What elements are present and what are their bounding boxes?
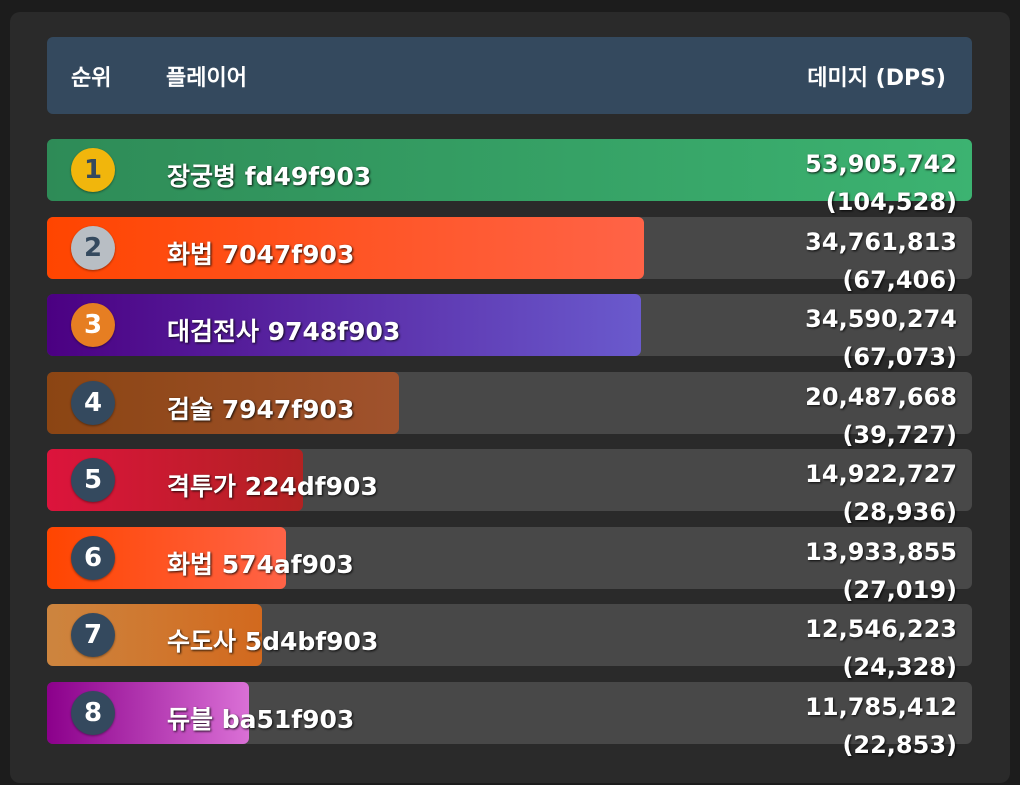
dps-value: (67,073)	[842, 343, 957, 371]
player-row[interactable]: 6 화법 574af903 13,933,855 (27,019)	[47, 526, 972, 604]
total-damage: 34,590,274	[805, 305, 957, 333]
player-name: 화법 574af903	[167, 549, 354, 579]
player-name: 수도사 5d4bf903	[167, 627, 379, 656]
total-damage: 14,922,727	[805, 460, 957, 488]
damage-column-header: 데미지 (DPS)	[807, 65, 946, 91]
damage-values: 12,546,223 (24,328)	[805, 610, 957, 686]
rank-badge: 1	[71, 148, 115, 192]
player-row[interactable]: 4 검술 7947f903 20,487,668 (39,727)	[47, 371, 972, 449]
damage-values: 34,590,274 (67,073)	[805, 300, 957, 376]
player-name: 격투가 224df903	[167, 472, 378, 501]
damage-values: 13,933,855 (27,019)	[805, 533, 957, 609]
total-damage: 20,487,668	[805, 382, 957, 411]
damage-meter-panel: 순위 플레이어 데미지 (DPS) 1 장궁병 fd49f903 53,905,74…	[10, 12, 1010, 783]
rank-badge: 7	[71, 613, 115, 657]
damage-share-bar	[47, 216, 644, 279]
total-damage: 12,546,223	[805, 615, 957, 643]
damage-share-bar	[47, 294, 641, 356]
rank-badge: 4	[71, 380, 115, 425]
player-row[interactable]: 5 격투가 224df903 14,922,727 (28,936)	[47, 449, 972, 526]
player-column-header: 플레이어	[166, 65, 247, 91]
total-damage: 13,933,855	[805, 537, 957, 566]
rank-badge: 2	[71, 225, 115, 270]
dps-value: (24,328)	[842, 653, 957, 681]
total-damage: 11,785,412	[805, 692, 957, 721]
rank-badge: 5	[71, 458, 115, 502]
total-damage: 53,905,742	[805, 150, 957, 178]
dps-value: (28,936)	[842, 498, 957, 526]
dps-value: (67,406)	[842, 265, 957, 294]
dps-value: (27,019)	[842, 575, 957, 604]
dps-value: (22,853)	[842, 730, 957, 759]
player-row[interactable]: 7 수도사 5d4bf903 12,546,223 (24,328)	[47, 604, 972, 681]
rank-badge: 3	[71, 303, 115, 347]
player-row[interactable]: 2 화법 7047f903 34,761,813 (67,406)	[47, 216, 972, 294]
table-header: 순위 플레이어 데미지 (DPS)	[47, 37, 972, 114]
player-row[interactable]: 3 대검전사 9748f903 34,590,274 (67,073)	[47, 294, 972, 371]
dps-value: (39,727)	[842, 420, 957, 449]
damage-values: 53,905,742 (104,528)	[805, 145, 957, 221]
damage-values: 14,922,727 (28,936)	[805, 455, 957, 531]
rank-column-header: 순위	[71, 65, 112, 91]
damage-values: 11,785,412 (22,853)	[805, 688, 957, 764]
player-name: 대검전사 9748f903	[167, 317, 401, 346]
rank-badge: 8	[71, 690, 115, 735]
total-damage: 34,761,813	[805, 227, 957, 256]
player-name: 화법 7047f903	[167, 239, 355, 269]
player-name: 검술 7947f903	[167, 394, 355, 424]
player-row[interactable]: 8 듀블 ba51f903 11,785,412 (22,853)	[47, 681, 972, 759]
damage-share-bar	[47, 139, 972, 201]
player-row[interactable]: 1 장궁병 fd49f903 53,905,742 (104,528)	[47, 139, 972, 216]
rank-badge: 6	[71, 535, 115, 580]
player-name: 듀블 ba51f903	[167, 704, 355, 734]
player-name: 장궁병 fd49f903	[167, 162, 372, 191]
damage-values: 34,761,813 (67,406)	[805, 223, 957, 299]
damage-values: 20,487,668 (39,727)	[805, 378, 957, 454]
dps-value: (104,528)	[825, 188, 957, 216]
